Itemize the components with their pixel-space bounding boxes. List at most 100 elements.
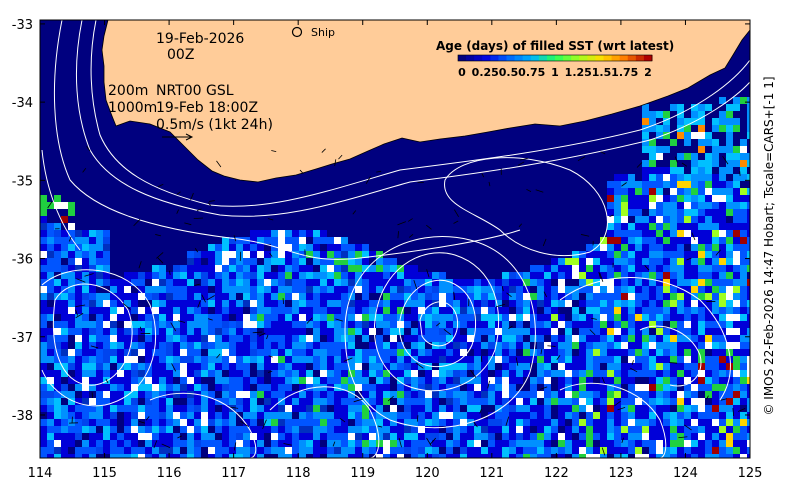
sst-cell: [446, 412, 453, 419]
sst-cell: [68, 314, 75, 321]
sst-cell: [698, 146, 705, 153]
sst-cell: [180, 321, 187, 328]
sst-cell: [656, 426, 663, 433]
sst-cell: [432, 314, 439, 321]
sst-cell: [558, 447, 565, 454]
sst-cell: [166, 419, 173, 426]
sst-cell: [425, 384, 432, 391]
sst-cell: [222, 384, 229, 391]
sst-cell: [362, 391, 369, 398]
sst-cell: [411, 342, 418, 349]
sst-cell: [54, 265, 61, 272]
sst-cell: [292, 272, 299, 279]
sst-cell: [376, 258, 383, 265]
sst-cell: [75, 293, 82, 300]
sst-cell: [299, 356, 306, 363]
sst-cell: [719, 251, 726, 258]
sst-cell: [47, 342, 54, 349]
sst-cell: [173, 356, 180, 363]
sst-cell: [187, 300, 194, 307]
sst-cell: [439, 440, 446, 447]
sst-cell: [257, 328, 264, 335]
sst-cell: [40, 216, 47, 223]
sst-cell: [705, 244, 712, 251]
sst-cell: [621, 300, 628, 307]
sst-cell: [47, 265, 54, 272]
sst-cell: [75, 272, 82, 279]
sst-cell: [110, 328, 117, 335]
sst-cell: [152, 314, 159, 321]
sst-cell: [208, 300, 215, 307]
sst-cell: [215, 440, 222, 447]
sst-cell: [215, 384, 222, 391]
sst-cell: [75, 412, 82, 419]
sst-cell: [278, 440, 285, 447]
sst-cell: [40, 356, 47, 363]
sst-cell: [68, 279, 75, 286]
sst-cell: [572, 405, 579, 412]
sst-cell: [306, 258, 313, 265]
sst-cell: [740, 335, 747, 342]
sst-cell: [670, 391, 677, 398]
sst-cell: [54, 195, 61, 202]
sst-cell: [159, 398, 166, 405]
sst-cell: [698, 258, 705, 265]
sst-cell: [586, 307, 593, 314]
sst-cell: [740, 230, 747, 237]
sst-cell: [201, 391, 208, 398]
sst-cell: [670, 398, 677, 405]
sst-cell: [117, 384, 124, 391]
sst-cell: [474, 349, 481, 356]
sst-cell: [306, 363, 313, 370]
sst-cell: [663, 307, 670, 314]
sst-cell: [614, 258, 621, 265]
sst-cell: [264, 356, 271, 363]
sst-cell: [684, 279, 691, 286]
sst-cell: [726, 300, 733, 307]
sst-cell: [747, 258, 750, 265]
sst-cell: [236, 433, 243, 440]
sst-cell: [222, 237, 229, 244]
sst-cell: [446, 342, 453, 349]
sst-cell: [474, 335, 481, 342]
sst-cell: [649, 342, 656, 349]
sst-cell: [82, 370, 89, 377]
sst-cell: [537, 342, 544, 349]
sst-cell: [257, 300, 264, 307]
sst-cell: [670, 370, 677, 377]
sst-cell: [488, 391, 495, 398]
sst-cell: [551, 321, 558, 328]
sst-cell: [572, 300, 579, 307]
contour-eddy-2: [399, 279, 477, 368]
sst-cell: [467, 370, 474, 377]
sst-cell: [278, 272, 285, 279]
sst-cell: [131, 440, 138, 447]
sst-cell: [740, 265, 747, 272]
sst-cell: [586, 398, 593, 405]
sst-cell: [362, 279, 369, 286]
sst-cell: [131, 370, 138, 377]
sst-cell: [432, 412, 439, 419]
sst-cell: [306, 272, 313, 279]
sst-cell: [677, 286, 684, 293]
sst-cell: [292, 370, 299, 377]
sst-cell: [194, 293, 201, 300]
sst-cell: [670, 447, 677, 454]
legend-swatch: [571, 55, 580, 61]
sst-cell: [586, 244, 593, 251]
sst-cell: [89, 307, 96, 314]
sst-cell: [586, 293, 593, 300]
sst-cell: [719, 202, 726, 209]
sst-cell: [243, 321, 250, 328]
sst-cell: [537, 265, 544, 272]
sst-cell: [348, 454, 355, 458]
sst-cell: [40, 279, 47, 286]
sst-cell: [243, 370, 250, 377]
sst-cell: [439, 433, 446, 440]
sst-cell: [670, 335, 677, 342]
sst-cell: [299, 405, 306, 412]
sst-cell: [656, 146, 663, 153]
sst-cell: [40, 349, 47, 356]
sst-cell: [726, 244, 733, 251]
sst-cell: [509, 300, 516, 307]
